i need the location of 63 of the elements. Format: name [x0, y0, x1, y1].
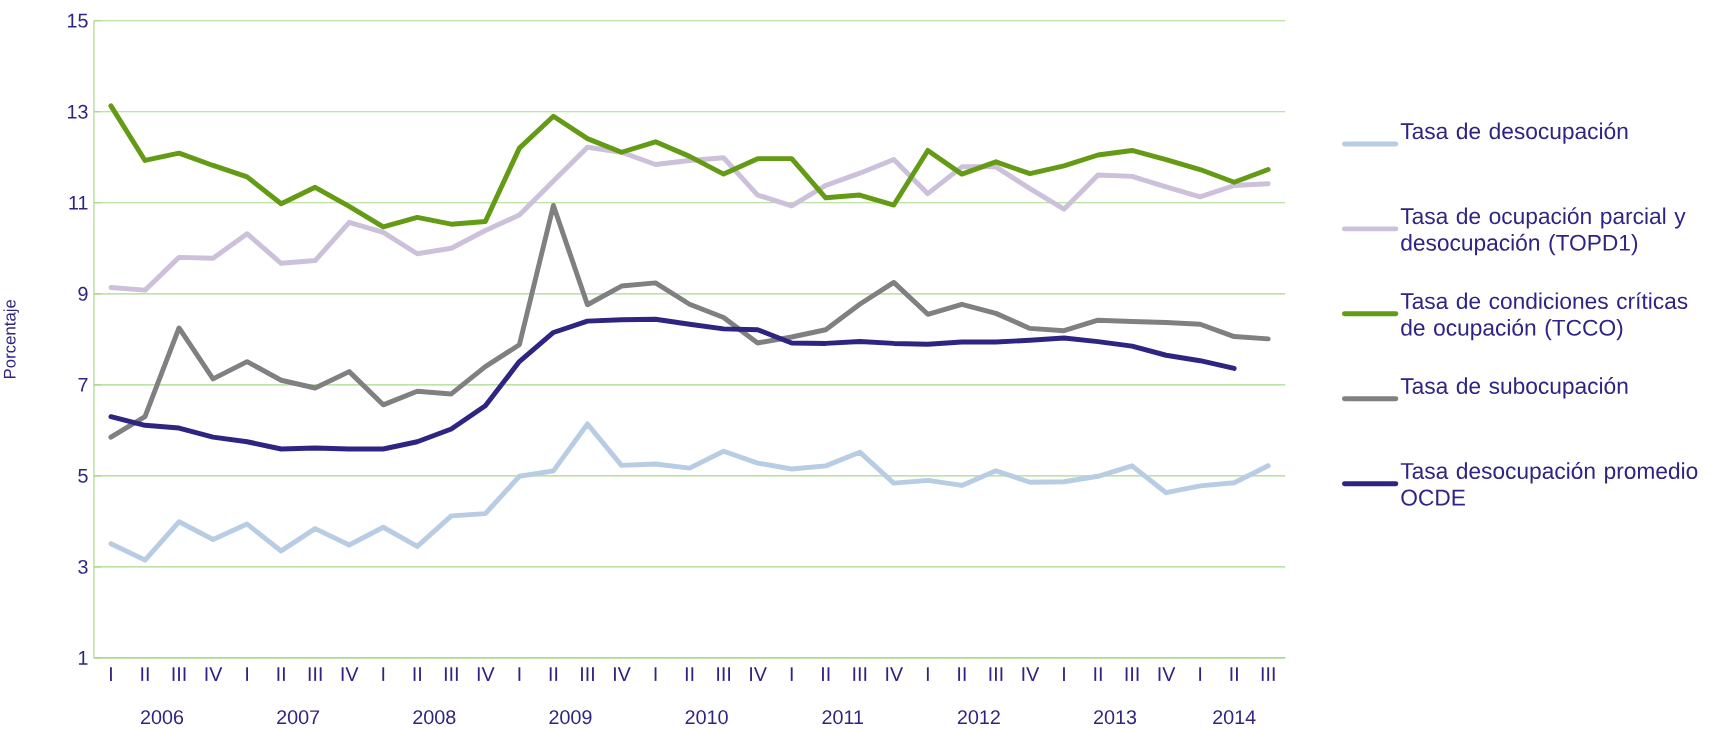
x-tick-label: II [549, 667, 558, 681]
x-tick-label: IV [750, 667, 767, 681]
legend-label: Tasa de desocupación [1400, 122, 1628, 144]
x-tick-label: II [822, 667, 830, 681]
text: 2013 [1094, 710, 1137, 725]
x-tick-label: I [246, 667, 249, 681]
x-tick-label: IV [613, 667, 631, 681]
x-tick-label: II [1230, 667, 1238, 681]
x-tick-label: III [853, 667, 867, 681]
text: 2009 [549, 710, 592, 725]
y-axis-title: Porcentaje [3, 299, 19, 379]
x-tick-label: II [141, 667, 149, 681]
x-tick-label: II [413, 667, 421, 681]
legend-label: Tasa de subocupación [1400, 377, 1628, 399]
x-tick-label: I [926, 667, 929, 681]
line-series [108, 421, 1271, 563]
x-tick-label: I [382, 667, 385, 681]
x-tick-label: I [654, 667, 657, 681]
x-tick-label: III [717, 667, 731, 681]
legend-label: Tasa de condiciones críticas de ocupación (TCCO) [1400, 292, 1688, 341]
x-tick-label: IV [477, 667, 495, 681]
text: 2011 [822, 710, 864, 725]
text: 2010 [685, 710, 728, 725]
line-series [108, 316, 1237, 452]
x-tick-label: III [1125, 667, 1139, 681]
text: 2012 [957, 710, 1000, 725]
x-tick-label: II [1094, 667, 1102, 681]
y-tick-label: 9 [78, 286, 88, 301]
legend-label: Tasa desocupación promedio OCDE [1400, 462, 1698, 506]
x-tick-label: I [790, 667, 793, 681]
x-tick-label: IV [1158, 667, 1176, 681]
x-tick-label: IV [341, 667, 359, 681]
x-tick-label: II [277, 667, 285, 681]
x-tick-label: I [110, 667, 112, 681]
x-tick-label: III [172, 667, 186, 681]
x-tick-label: I [1063, 667, 1065, 681]
legend-label: Tasa de ocupación parcial y desocupación (TOPD1) [1400, 207, 1686, 256]
x-tick-label: II [958, 667, 966, 681]
text: 2014 [1213, 710, 1256, 725]
x-tick-label: III [308, 667, 322, 681]
text: 2007 [277, 710, 320, 725]
y-tick-label: 7 [78, 378, 88, 392]
x-tick-label: I [518, 667, 521, 681]
y-tick-label: 5 [78, 468, 88, 483]
x-tick-label: III [989, 667, 1003, 681]
text: 2006 [141, 710, 184, 725]
x-tick-label: III [581, 667, 594, 681]
x-tick-label: III [1261, 667, 1275, 681]
y-tick-label: 13 [67, 104, 88, 119]
x-tick-label: III [444, 667, 458, 681]
x-tick-label: IV [886, 667, 904, 681]
y-tick-label: 3 [78, 559, 88, 574]
line-series [108, 144, 1271, 293]
x-tick-label: IV [205, 667, 223, 681]
y-tick-label: 11 [69, 195, 88, 210]
line-series [108, 103, 1271, 230]
x-tick-label: II [685, 667, 694, 681]
x-tick-label: IV [1022, 667, 1040, 681]
text: 2008 [413, 710, 456, 725]
x-tick-label: I [1199, 667, 1202, 681]
y-tick-label: 15 [67, 13, 88, 28]
y-tick-label: 1 [78, 651, 88, 665]
line-series [108, 203, 1271, 440]
